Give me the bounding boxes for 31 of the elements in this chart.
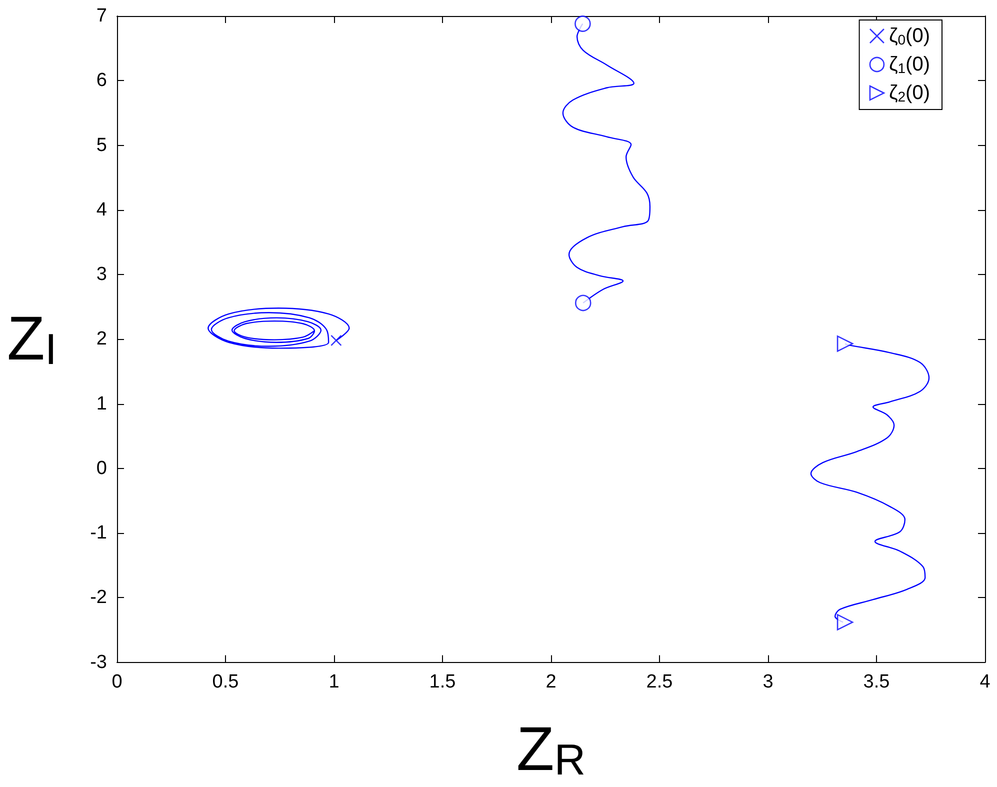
y-tick-label: 4 (96, 199, 108, 220)
y-tick-label: -2 (90, 587, 107, 608)
x-tick-label: 0 (112, 671, 122, 692)
y-tick-label: 5 (96, 134, 107, 156)
y-tick-label: 3 (96, 264, 107, 286)
y-tick-label: -3 (90, 652, 107, 673)
y-axis-title: ZI (7, 304, 57, 374)
point (574, 16, 591, 32)
point (836, 614, 854, 630)
x-tick-label: 0.5 (212, 671, 239, 692)
y-tick-label: 7 (96, 6, 107, 26)
x-tick-label: 2 (546, 671, 556, 692)
point (330, 334, 342, 346)
x-tick-label: 1 (328, 671, 340, 692)
x-tick-label: 1.5 (429, 671, 456, 692)
x-axis-title: ZR (516, 715, 586, 784)
y-tick-label: 1 (96, 393, 107, 414)
y-tick-label: 0 (96, 458, 107, 479)
point (574, 294, 592, 312)
x-tick-label: 3 (762, 671, 774, 692)
x-tick-label: 4 (980, 671, 991, 692)
y-tick-label: 2 (96, 328, 107, 350)
x-tick-label: 3.5 (863, 671, 890, 692)
legend-label: ζ0(0) (888, 25, 930, 48)
point (836, 336, 854, 352)
legend-label: ζ2(0) (888, 82, 930, 104)
x-tick-label: 2.5 (646, 671, 673, 692)
line-series (208, 308, 350, 349)
y-tick-label: -1 (90, 522, 107, 544)
legend-label: ζ1(0) (888, 54, 930, 76)
y-tick-label: 6 (96, 70, 107, 92)
